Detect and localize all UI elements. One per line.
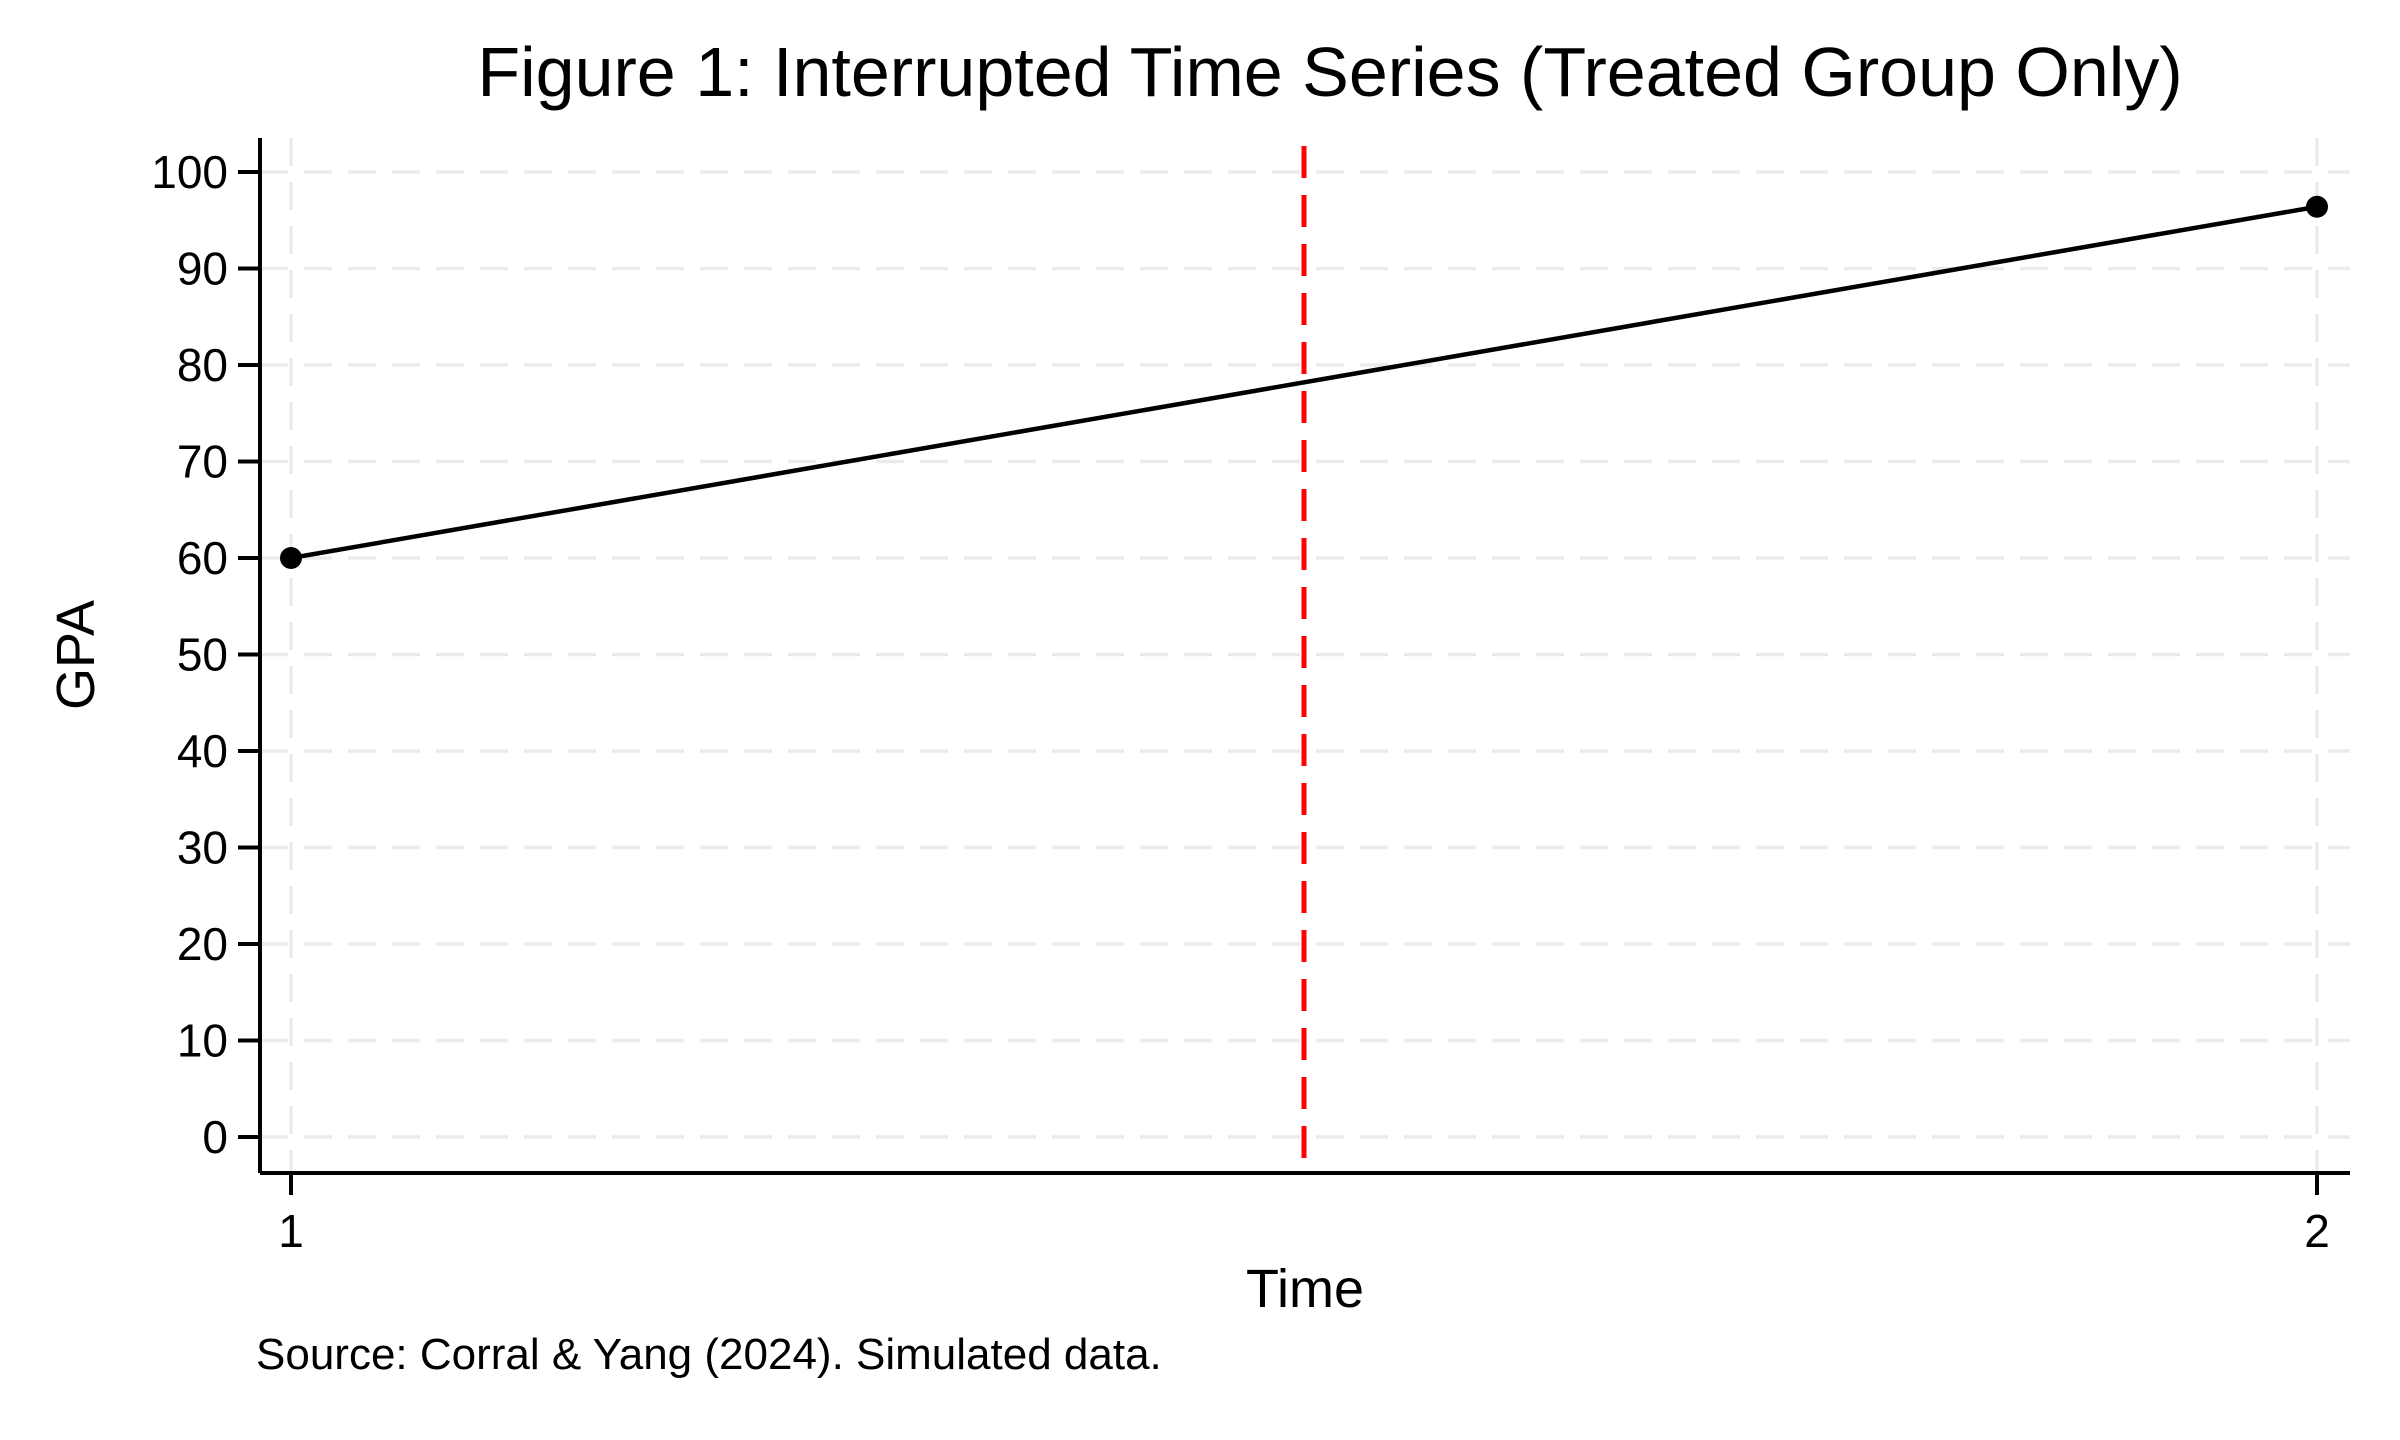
y-tick-label: 10: [177, 1015, 228, 1067]
trend-line: [290, 204, 2318, 561]
x-axis-title: Time: [1246, 1259, 1364, 1319]
y-tick-label: 30: [177, 822, 228, 874]
data-point: [2306, 195, 2328, 218]
source-note: Source: Corral & Yang (2024). Simulated …: [256, 1330, 1162, 1379]
chart-title: Figure 1: Interrupted Time Series (Treat…: [477, 33, 2183, 111]
y-tick-label: 50: [177, 629, 228, 681]
x-tick-label: 2: [2304, 1205, 2330, 1257]
y-tick-label: 100: [151, 146, 228, 198]
y-tick-label: 80: [177, 339, 228, 391]
x-tick-label: 1: [278, 1205, 304, 1257]
data-point: [280, 547, 302, 569]
y-tick-label: 90: [177, 243, 228, 295]
y-tick-label: 70: [177, 436, 228, 488]
y-tick-label: 20: [177, 918, 228, 970]
y-tick-label: 40: [177, 725, 228, 777]
y-tick-label: 60: [177, 532, 228, 584]
y-tick-label: 0: [202, 1111, 228, 1163]
